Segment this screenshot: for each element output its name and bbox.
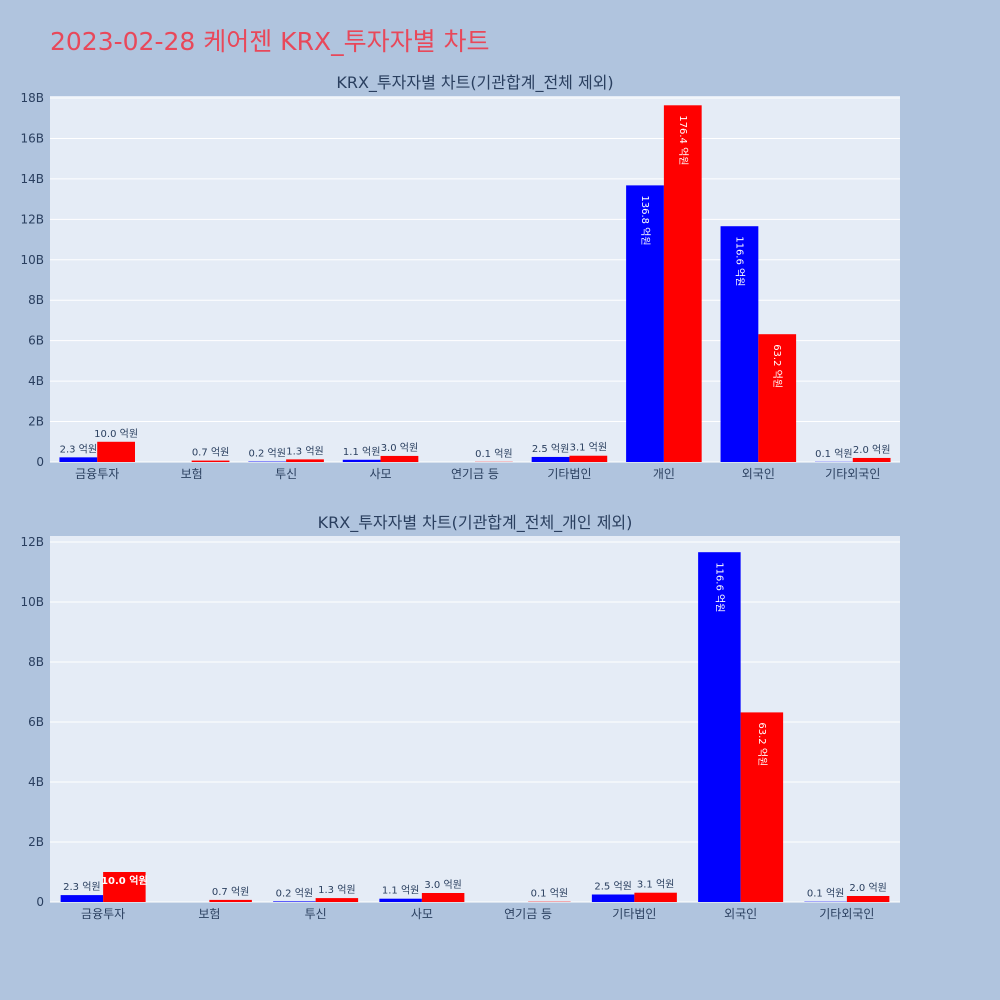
y-tick-label: 0 <box>36 895 44 909</box>
x-tick-label: 기타법인 <box>612 907 656 921</box>
y-tick-label: 12B <box>20 212 44 226</box>
x-tick-label: 보험 <box>181 467 203 481</box>
x-tick-label: 금융투자 <box>75 467 119 481</box>
bar <box>591 894 635 902</box>
bar-data-label: 2.3 억원 <box>60 443 97 455</box>
bar <box>569 455 608 462</box>
y-tick-label: 4B <box>28 775 44 789</box>
x-tick-label: 기타외국인 <box>819 907 874 921</box>
bar-data-label: 2.0 억원 <box>853 444 890 456</box>
bar <box>59 457 98 462</box>
bar <box>380 455 419 462</box>
bar <box>626 185 664 462</box>
chart-excluding-institutions-and-individuals: KRX_투자자별 차트(기관합계_전체_개인 제외) 0 2B 4B 6B 8B 10B 12… <box>20 513 900 921</box>
bar-data-label: 10.0 억원 <box>101 874 148 887</box>
bar-data-label: 2.0 억원 <box>849 882 886 894</box>
bar <box>740 712 784 902</box>
chart-excluding-institutions: KRX_투자자별 차트(기관합계_전체 제외) 0 2B 4B 6B 8B 10B 12B 14… <box>20 73 900 481</box>
x-tick-label: 개인 <box>653 467 675 481</box>
bar <box>273 901 316 902</box>
bar-data-label: 3.1 억원 <box>570 442 607 454</box>
x-tick-label: 금융투자 <box>81 907 125 921</box>
bar-data-label: 3.0 억원 <box>381 442 418 454</box>
bar <box>421 893 465 902</box>
bar-data-label: 1.1 억원 <box>382 885 419 897</box>
bar <box>663 105 702 462</box>
y-tick-label: 4B <box>28 374 44 388</box>
bar-data-label: 0.1 억원 <box>475 448 512 460</box>
bar-data-label: 63.2 억원 <box>771 344 783 388</box>
bar <box>852 457 891 462</box>
bar-data-label: 2.3 억원 <box>63 881 100 893</box>
page-title: 2023-02-28 케어젠 KRX_투자자별 차트 <box>50 27 490 56</box>
bar-data-label: 0.2 억원 <box>276 887 313 899</box>
bar-data-label: 3.0 억원 <box>424 879 461 891</box>
x-tick-label: 연기금 등 <box>451 467 499 481</box>
y-tick-label: 2B <box>28 835 44 849</box>
bar <box>379 898 422 902</box>
bar-data-label: 0.1 억원 <box>815 448 852 460</box>
x-tick-label: 투신 <box>305 907 327 921</box>
chart-title: KRX_투자자별 차트(기관합계_전체_개인 제외) <box>318 513 633 533</box>
x-tick-label: 보험 <box>198 907 220 921</box>
bar-data-label: 1.3 억원 <box>318 884 355 896</box>
x-tick-label: 외국인 <box>724 907 757 921</box>
x-tick-label: 사모 <box>370 467 392 481</box>
y-tick-label: 18B <box>20 91 44 105</box>
y-tick-label: 8B <box>28 655 44 669</box>
bar-data-label: 63.2 억원 <box>756 722 768 766</box>
bar <box>531 456 570 462</box>
y-tick-label: 6B <box>28 334 44 348</box>
bar <box>720 226 759 462</box>
bar-data-label: 0.7 억원 <box>192 447 229 459</box>
bar <box>60 895 104 902</box>
bar-data-label: 2.5 억원 <box>532 443 569 455</box>
bar-data-label: 1.1 억원 <box>343 446 380 458</box>
x-tick-label: 투신 <box>275 467 297 481</box>
bar-data-label: 116.6 억원 <box>733 236 745 286</box>
bar <box>97 441 135 462</box>
bar-data-label: 116.6 억원 <box>713 562 725 612</box>
bar <box>846 896 890 902</box>
bar-data-label: 0.7 억원 <box>212 886 249 898</box>
y-tick-label: 12B <box>20 535 44 549</box>
bar-data-label: 2.5 억원 <box>594 881 631 893</box>
bar <box>286 459 324 462</box>
bar <box>758 334 797 462</box>
bar-data-label: 0.1 억원 <box>531 888 568 900</box>
bar-data-label: 0.2 억원 <box>248 448 285 460</box>
y-tick-label: 10B <box>20 595 44 609</box>
bar <box>191 460 230 462</box>
x-tick-label: 기타법인 <box>547 467 591 481</box>
x-tick-label: 사모 <box>411 907 433 921</box>
bar-data-label: 3.1 억원 <box>637 879 674 891</box>
bar <box>209 899 252 902</box>
y-tick-label: 0 <box>36 455 44 469</box>
bar <box>342 459 381 462</box>
bar-data-label: 176.4 억원 <box>677 115 689 165</box>
x-tick-label: 외국인 <box>742 467 775 481</box>
bar-data-label: 0.1 억원 <box>807 888 844 900</box>
y-tick-label: 16B <box>20 131 44 145</box>
y-tick-label: 10B <box>20 253 44 267</box>
x-tick-label: 기타외국인 <box>825 467 880 481</box>
bar <box>698 552 741 902</box>
bar-data-label: 10.0 억원 <box>94 428 138 440</box>
bar <box>103 872 146 902</box>
y-tick-label: 8B <box>28 293 44 307</box>
y-tick-label: 6B <box>28 715 44 729</box>
bar <box>634 892 677 902</box>
bar-data-label: 1.3 억원 <box>286 445 323 457</box>
chart-title: KRX_투자자별 차트(기관합계_전체 제외) <box>336 73 613 93</box>
y-tick-label: 2B <box>28 415 44 429</box>
x-tick-label: 연기금 등 <box>504 907 552 921</box>
bar-data-label: 136.8 억원 <box>639 195 651 245</box>
y-tick-label: 14B <box>20 172 44 186</box>
bar <box>315 898 359 902</box>
